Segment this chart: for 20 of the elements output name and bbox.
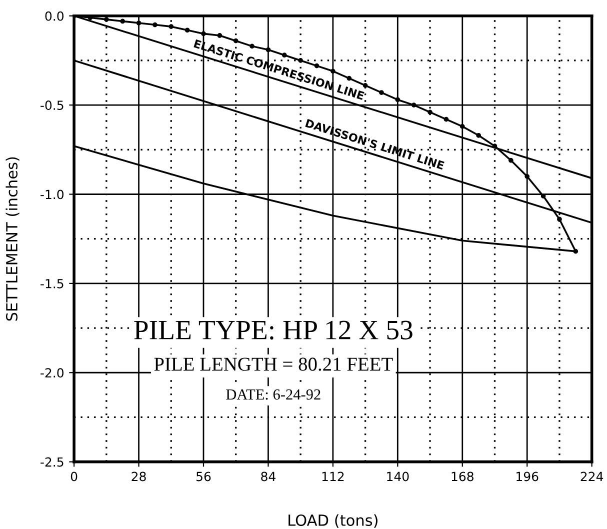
x-tick-label: 140 [387,472,409,482]
y-axis-title: SETTLEMENT (inches) [6,157,20,321]
x-tick-label: 196 [516,472,538,482]
y-tick-label: -2.0 [40,368,64,378]
x-axis-title: LOAD (tons) [288,514,378,528]
y-tick-label: -1.5 [40,279,64,288]
x-tick-label: 0 [70,472,78,482]
annotation: PILE TYPE: HP 12 X 53 [134,320,412,340]
annotation: PILE LENGTH = 80.21 FEET [154,358,393,371]
y-tick-label: 0.0 [45,11,64,21]
x-tick-label: 168 [452,472,474,482]
y-tick-label: -0.5 [40,100,64,110]
x-tick-label: 112 [322,472,344,482]
y-tick-label: -2.5 [40,457,64,467]
y-tick-label: -1.0 [40,190,64,200]
annotation: DATE: 6-24-92 [226,389,320,400]
x-tick-label: 224 [580,472,604,482]
x-tick-label: 28 [132,472,146,482]
x-tick-label: 56 [196,472,211,482]
x-tick-label: 84 [261,472,276,482]
